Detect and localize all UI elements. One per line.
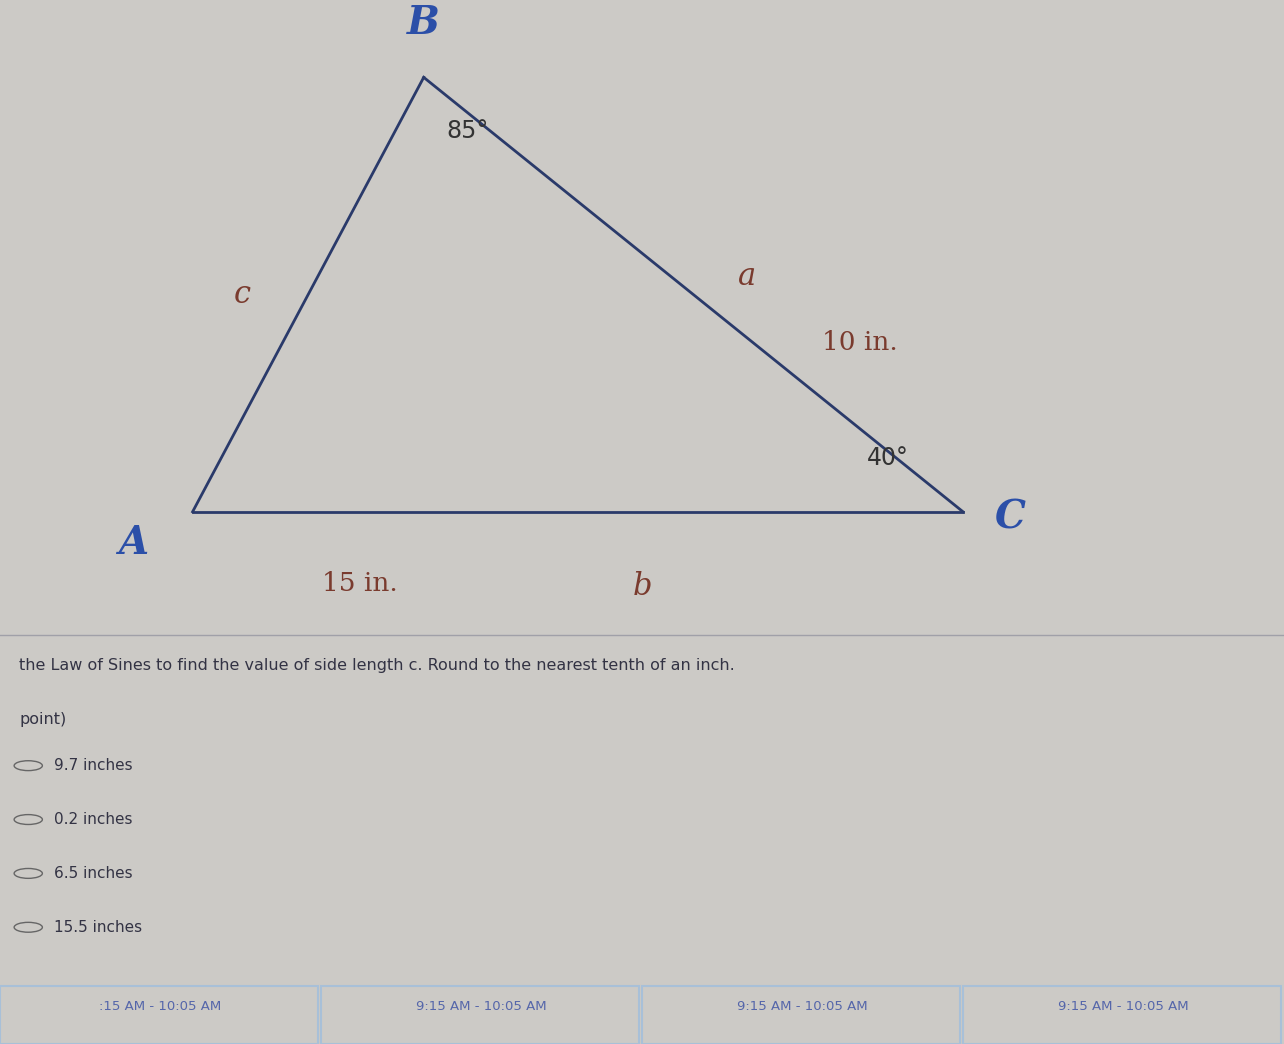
Text: 9:15 AM - 10:05 AM: 9:15 AM - 10:05 AM bbox=[1058, 999, 1189, 1013]
Text: c: c bbox=[234, 279, 250, 310]
Text: :15 AM - 10:05 AM: :15 AM - 10:05 AM bbox=[99, 999, 222, 1013]
Text: 9.7 inches: 9.7 inches bbox=[54, 758, 132, 774]
Bar bbox=[0, 986, 318, 1044]
Text: 6.5 inches: 6.5 inches bbox=[54, 865, 132, 881]
Text: C: C bbox=[995, 499, 1026, 537]
Text: A: A bbox=[118, 524, 148, 562]
Text: 9:15 AM - 10:05 AM: 9:15 AM - 10:05 AM bbox=[737, 999, 868, 1013]
Bar bbox=[321, 986, 639, 1044]
Bar bbox=[642, 986, 960, 1044]
Text: 40°: 40° bbox=[867, 446, 909, 470]
Text: point): point) bbox=[19, 712, 67, 727]
Text: the Law of Sines to find the value of side length c. Round to the nearest tenth : the Law of Sines to find the value of si… bbox=[19, 658, 734, 673]
Text: 15 in.: 15 in. bbox=[322, 571, 397, 596]
Text: 15.5 inches: 15.5 inches bbox=[54, 920, 143, 934]
Bar bbox=[963, 986, 1281, 1044]
Text: a: a bbox=[738, 261, 756, 292]
Text: 85°: 85° bbox=[447, 119, 489, 143]
Text: 0.2 inches: 0.2 inches bbox=[54, 812, 132, 827]
Text: b: b bbox=[632, 571, 652, 602]
Text: B: B bbox=[407, 4, 440, 42]
Text: 9:15 AM - 10:05 AM: 9:15 AM - 10:05 AM bbox=[416, 999, 547, 1013]
Text: 10 in.: 10 in. bbox=[822, 330, 898, 355]
